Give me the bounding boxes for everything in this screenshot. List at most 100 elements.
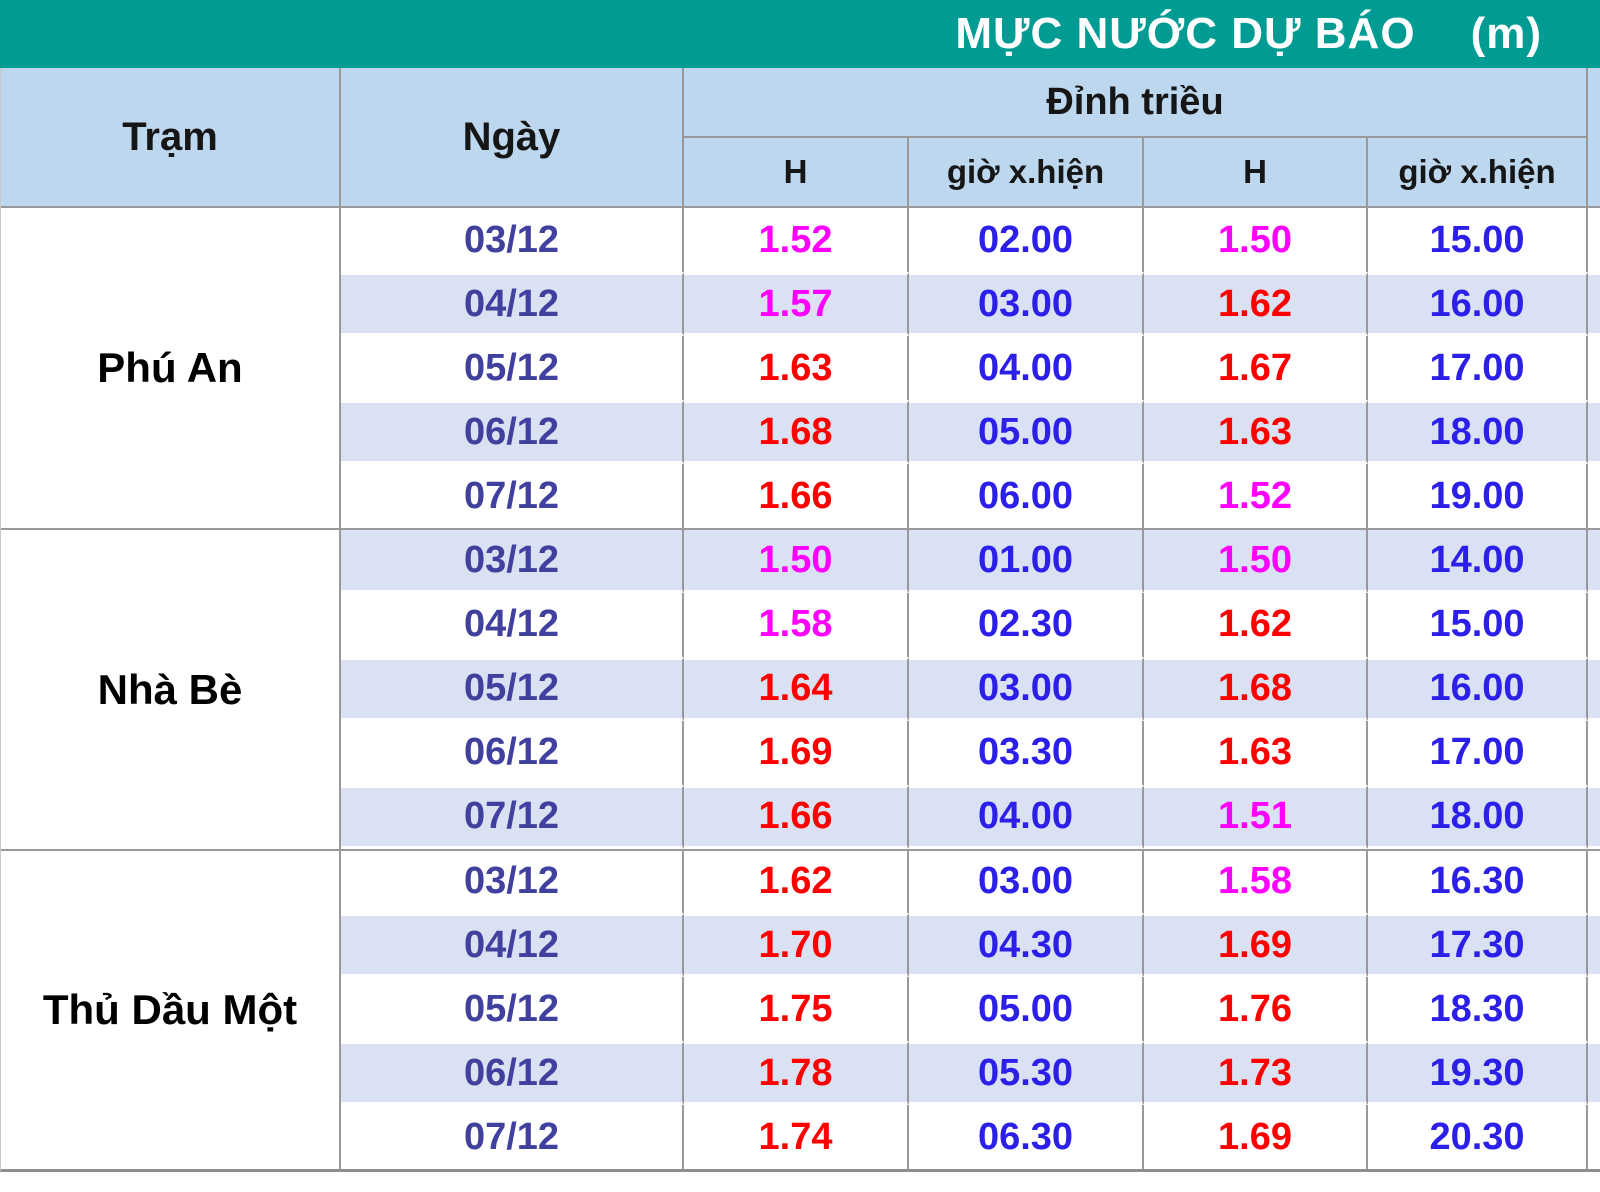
peak1-time-cell: 05.30 (909, 1041, 1144, 1106)
peak2-time-cell: 20.30 (1368, 1105, 1588, 1170)
edge-cell (1588, 913, 1600, 978)
date-cell: 04/12 (341, 913, 684, 978)
peak2-time-cell: 18.00 (1368, 784, 1588, 849)
peak2-time-cell: 15.00 (1368, 208, 1588, 273)
edge-cell (1588, 1105, 1600, 1170)
forecast-table: Trạm Ngày Đỉnh triều H giờ x.hiện H giờ … (0, 68, 1600, 1173)
peak2-height-cell: 1.52 (1144, 464, 1368, 529)
peak2-time-cell: 19.00 (1368, 464, 1588, 529)
peak1-height-cell: 1.69 (684, 720, 909, 785)
title-unit: (m) (1470, 9, 1542, 58)
peak1-height-cell: 1.50 (684, 528, 909, 593)
peak2-height-cell: 1.62 (1144, 272, 1368, 337)
peak2-height-cell: 1.67 (1144, 336, 1368, 401)
col-header-date: Ngày (341, 68, 684, 208)
peak2-height-cell: 1.69 (1144, 1105, 1368, 1170)
date-cell: 05/12 (341, 977, 684, 1042)
peak2-time-cell: 14.00 (1368, 528, 1588, 593)
peak1-time-cell: 04.00 (909, 336, 1144, 401)
edge-cell (1588, 720, 1600, 785)
page-title: MỰC NƯỚC DỰ BÁO (955, 9, 1416, 58)
date-cell: 04/12 (341, 272, 684, 337)
peak1-height-cell: 1.66 (684, 784, 909, 849)
date-cell: 07/12 (341, 784, 684, 849)
peak1-time-cell: 03.30 (909, 720, 1144, 785)
edge-cell (1588, 400, 1600, 465)
peak2-height-cell: 1.51 (1144, 784, 1368, 849)
date-cell: 03/12 (341, 208, 684, 273)
peak1-time-cell: 06.30 (909, 1105, 1144, 1170)
peak2-time-cell: 19.30 (1368, 1041, 1588, 1106)
peak1-time-cell: 01.00 (909, 528, 1144, 593)
peak2-time-cell: 16.30 (1368, 848, 1588, 914)
peak1-height-cell: 1.62 (684, 848, 909, 914)
peak1-height-cell: 1.74 (684, 1105, 909, 1170)
date-cell: 06/12 (341, 400, 684, 465)
peak1-height-cell: 1.68 (684, 400, 909, 465)
peak1-time-cell: 04.30 (909, 913, 1144, 978)
edge-cell (1588, 464, 1600, 529)
col-header-station: Trạm (1, 68, 341, 208)
edge-cell (1588, 784, 1600, 849)
peak1-time-cell: 05.00 (909, 977, 1144, 1042)
col-header-time-2: giờ x.hiện (1368, 138, 1588, 208)
date-cell: 06/12 (341, 720, 684, 785)
peak1-time-cell: 02.00 (909, 208, 1144, 273)
title-bar: MỰC NƯỚC DỰ BÁO (m) (0, 0, 1600, 68)
date-cell: 05/12 (341, 656, 684, 721)
peak1-height-cell: 1.70 (684, 913, 909, 978)
peak1-time-cell: 03.00 (909, 656, 1144, 721)
peak1-height-cell: 1.66 (684, 464, 909, 529)
peak2-height-cell: 1.62 (1144, 592, 1368, 657)
header-edge-cell (1588, 68, 1600, 208)
edge-cell (1588, 656, 1600, 721)
peak1-height-cell: 1.78 (684, 1041, 909, 1106)
peak1-height-cell: 1.64 (684, 656, 909, 721)
peak2-time-cell: 18.30 (1368, 977, 1588, 1042)
edge-cell (1588, 592, 1600, 657)
peak2-height-cell: 1.50 (1144, 208, 1368, 273)
peak2-height-cell: 1.58 (1144, 848, 1368, 914)
station-name: Thủ Dầu Một (1, 848, 341, 1170)
peak1-time-cell: 05.00 (909, 400, 1144, 465)
edge-cell (1588, 848, 1600, 914)
peak2-time-cell: 15.00 (1368, 592, 1588, 657)
col-header-time-1: giờ x.hiện (909, 138, 1144, 208)
peak1-height-cell: 1.52 (684, 208, 909, 273)
peak1-height-cell: 1.58 (684, 592, 909, 657)
peak1-time-cell: 04.00 (909, 784, 1144, 849)
peak1-time-cell: 03.00 (909, 848, 1144, 914)
station-name: Phú An (1, 208, 341, 529)
peak1-time-cell: 03.00 (909, 272, 1144, 337)
date-cell: 07/12 (341, 464, 684, 529)
peak2-time-cell: 16.00 (1368, 656, 1588, 721)
peak2-time-cell: 16.00 (1368, 272, 1588, 337)
peak2-height-cell: 1.73 (1144, 1041, 1368, 1106)
peak2-height-cell: 1.50 (1144, 528, 1368, 593)
edge-cell (1588, 336, 1600, 401)
peak2-height-cell: 1.63 (1144, 400, 1368, 465)
date-cell: 03/12 (341, 848, 684, 914)
date-cell: 07/12 (341, 1105, 684, 1170)
peak2-time-cell: 17.00 (1368, 336, 1588, 401)
date-cell: 06/12 (341, 1041, 684, 1106)
date-cell: 05/12 (341, 336, 684, 401)
peak1-time-cell: 06.00 (909, 464, 1144, 529)
edge-cell (1588, 977, 1600, 1042)
col-header-h-2: H (1144, 138, 1368, 208)
peak2-height-cell: 1.76 (1144, 977, 1368, 1042)
peak2-time-cell: 18.00 (1368, 400, 1588, 465)
peak1-height-cell: 1.57 (684, 272, 909, 337)
edge-cell (1588, 528, 1600, 593)
edge-cell (1588, 272, 1600, 337)
peak2-time-cell: 17.00 (1368, 720, 1588, 785)
edge-cell (1588, 1041, 1600, 1106)
edge-cell (1588, 208, 1600, 273)
peak2-height-cell: 1.68 (1144, 656, 1368, 721)
station-name: Nhà Bè (1, 528, 341, 849)
peak2-time-cell: 17.30 (1368, 913, 1588, 978)
date-cell: 04/12 (341, 592, 684, 657)
peak2-height-cell: 1.69 (1144, 913, 1368, 978)
peak2-height-cell: 1.63 (1144, 720, 1368, 785)
